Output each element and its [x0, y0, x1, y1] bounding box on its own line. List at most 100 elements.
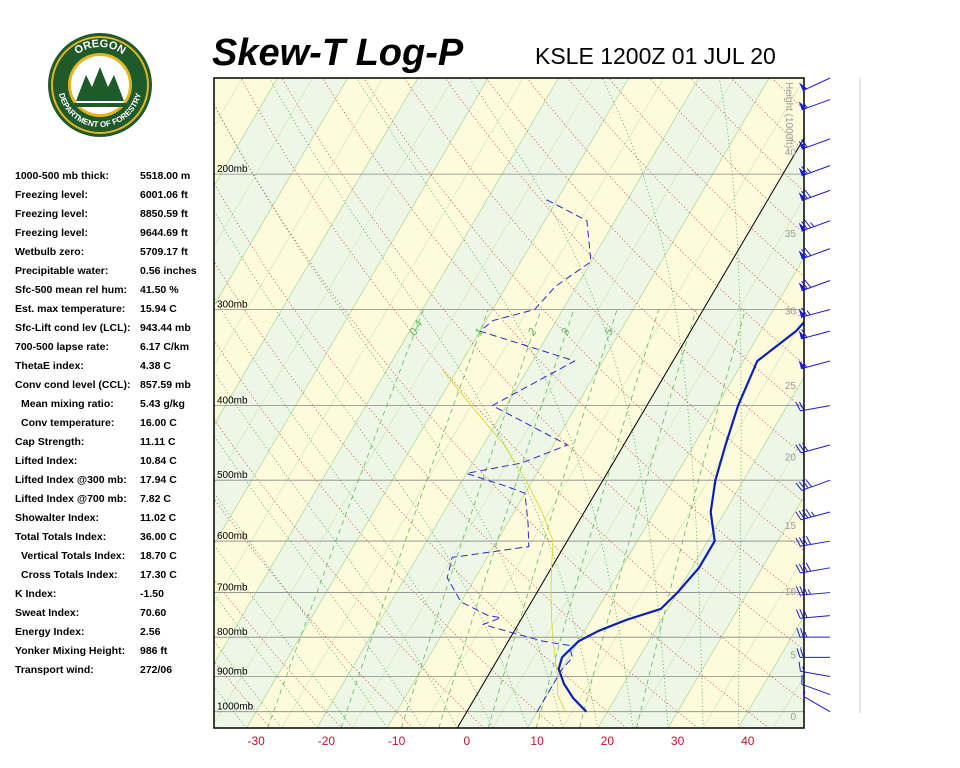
x-tick-label: 10	[530, 734, 544, 748]
isotherm-line	[214, 78, 349, 307]
svg-text:OREGON: OREGON	[72, 38, 127, 57]
index-value: 18.70 C	[140, 550, 177, 562]
pressure-label: 800mb	[217, 627, 248, 638]
index-label: Vertical Totals Index:	[21, 550, 126, 562]
wind-barb-half-flag	[803, 103, 808, 109]
wind-barb-flag	[798, 443, 805, 453]
wind-barb-flag	[796, 628, 801, 638]
wind-barb	[799, 77, 831, 92]
temperature-band	[879, 78, 960, 728]
isotherm-line	[214, 78, 594, 725]
index-row: ThetaE index: 4.38 C	[15, 358, 215, 377]
wind-barb-half-flag	[810, 222, 815, 227]
index-label: Sfc-500 mean rel hum:	[15, 284, 128, 296]
isotherm-line	[214, 78, 524, 605]
index-label: Est. max temperature:	[15, 303, 126, 315]
moist-adiabat	[214, 593, 318, 728]
index-value: 5.43 g/kg	[140, 398, 185, 410]
wind-barb-staff	[802, 77, 831, 92]
page-title: Skew-T Log-P	[212, 32, 464, 74]
index-label: Conv cond level (CCL):	[15, 379, 131, 391]
temperature-band	[0, 78, 67, 728]
index-row: Total Totals Index: 36.00 C	[15, 529, 215, 548]
index-label: Sfc-Lift cond lev (LCL):	[15, 322, 131, 334]
height-axis-label: Height (1000ft)	[783, 82, 794, 148]
isotherm-line	[737, 615, 804, 728]
wind-barb	[798, 99, 831, 111]
wind-barb-pennant	[798, 360, 806, 369]
wind-barb-staff	[800, 405, 831, 412]
wind-barb-half-flag	[803, 362, 808, 368]
wind-barb-flag	[802, 480, 809, 489]
sounding-series-line	[557, 320, 804, 713]
wind-barb-staff	[800, 670, 831, 678]
wind-barb-half-flag	[810, 511, 815, 517]
index-label: ThetaE index:	[15, 360, 84, 372]
wind-barb-pennant	[798, 282, 807, 291]
wind-barb-flag	[795, 609, 801, 619]
x-tick-label: -10	[388, 734, 406, 748]
height-tick-label: 30	[785, 307, 797, 318]
index-row: Lifted Index: 10.84 C	[15, 453, 215, 472]
wind-barb	[798, 220, 831, 232]
wind-barb	[795, 562, 831, 574]
isotherm-line	[246, 78, 629, 728]
temperature-band	[0, 78, 137, 728]
index-row: Cap Strength: 11.11 C	[15, 434, 215, 453]
wind-barb-flag	[798, 661, 801, 672]
x-tick-label: 0	[464, 734, 471, 748]
wind-barb-flag	[800, 628, 804, 638]
index-value: 943.44 mb	[140, 322, 191, 334]
pressure-label: 700mb	[217, 583, 248, 594]
index-label: Freezing level:	[15, 208, 88, 220]
index-label: 1000-500 mb thick:	[15, 170, 109, 182]
x-tick-label: 20	[601, 734, 615, 748]
index-value: 272/06	[140, 664, 173, 676]
wind-barb	[798, 329, 831, 340]
index-value: 17.94 C	[140, 474, 177, 486]
index-row: Lifted Index @300 mb: 17.94 C	[15, 472, 215, 491]
wind-barb-flag	[798, 563, 805, 573]
wind-barb-half-flag	[807, 589, 812, 595]
isotherm-line	[808, 78, 960, 728]
wind-barb-staff	[800, 444, 831, 454]
wind-barb-flag	[802, 536, 808, 546]
pressure-label: 900mb	[217, 667, 248, 678]
temperature-band	[0, 78, 207, 728]
wind-barb-staff	[800, 540, 831, 547]
height-tick-label: 15	[785, 521, 797, 532]
index-label: Lifted Index @700 mb:	[15, 493, 127, 505]
index-value: 2.56	[140, 626, 161, 638]
wind-barb-pennant	[798, 101, 807, 110]
index-label: Freezing level:	[15, 227, 88, 239]
index-row: Sfc-500 mean rel hum: 41.50 %	[15, 282, 215, 301]
index-value: 41.50 %	[140, 284, 179, 296]
oregon-department-of-forestry-logo: OREGON DEPARTMENT OF FORESTRY	[48, 33, 152, 137]
isotherm-line	[214, 78, 559, 665]
index-value: 15.94 C	[140, 303, 177, 315]
isotherm-line	[214, 78, 384, 366]
sounding-series-line	[442, 370, 566, 712]
wind-barb-flag	[802, 509, 809, 519]
index-label: Yonker Mixing Height:	[15, 645, 126, 657]
wind-barb-half-flag	[802, 666, 805, 673]
wind-barb-staff	[801, 479, 831, 491]
mixing-ratio-label: 1	[473, 326, 486, 337]
temperature-band	[808, 78, 960, 728]
isotherm-line	[281, 78, 665, 728]
wind-barb-flag	[799, 609, 805, 619]
isotherm-line	[0, 78, 102, 728]
wind-barb-pennant	[798, 222, 807, 232]
wind-barb-flag	[805, 562, 812, 572]
wind-barb	[795, 508, 831, 521]
index-row: Wetbulb zero: 5709.17 ft	[15, 244, 215, 263]
wind-barb-flag	[795, 482, 803, 491]
wind-barb	[795, 479, 831, 491]
height-tick-label: 0	[790, 712, 796, 723]
wind-barb-flag	[795, 537, 801, 547]
index-label: Mean mixing ratio:	[21, 398, 114, 410]
wind-barb-pennant	[798, 250, 807, 259]
wind-barb	[798, 360, 831, 370]
index-label: Total Totals Index:	[15, 531, 107, 543]
